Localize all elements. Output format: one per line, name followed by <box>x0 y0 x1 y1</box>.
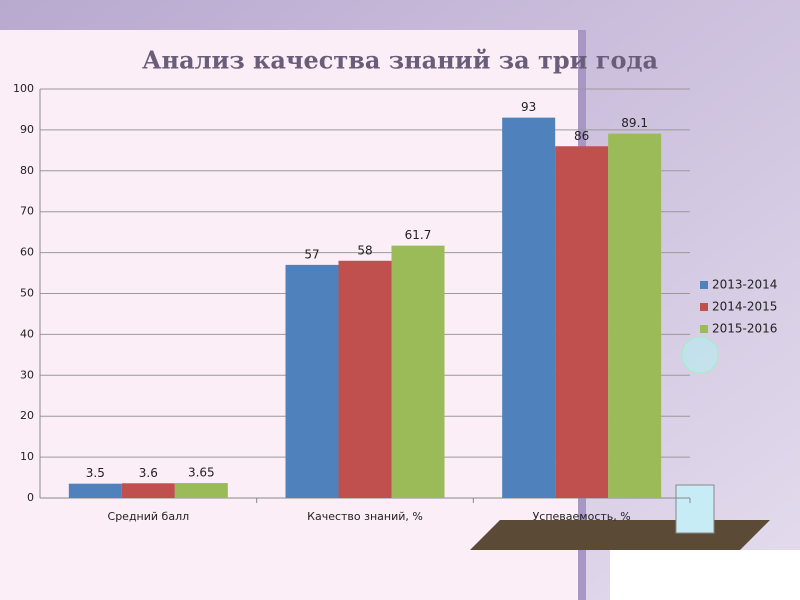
x-tick-label: Успеваемость, % <box>533 510 631 523</box>
value-label: 3.5 <box>86 466 105 480</box>
legend-label: 2014-2015 <box>712 300 777 314</box>
value-label: 58 <box>357 243 372 257</box>
y-tick-label: 60 <box>20 246 34 259</box>
y-tick-label: 20 <box>20 409 34 422</box>
chart: 0 10 20 30 40 50 60 70 80 90 100 Средний балл Качест… <box>13 82 777 523</box>
value-label: 86 <box>574 129 589 143</box>
value-label: 3.6 <box>139 466 158 480</box>
bar <box>391 245 445 498</box>
decor-table <box>470 520 770 550</box>
decor-beaker <box>675 484 715 534</box>
x-tick-label: Качество знаний, % <box>307 510 423 523</box>
y-tick-label: 40 <box>20 327 34 340</box>
value-label: 57 <box>304 247 319 261</box>
bar <box>68 483 122 498</box>
bar <box>502 117 556 498</box>
bar <box>608 133 662 498</box>
bar <box>121 483 175 498</box>
value-label: 93 <box>521 100 536 114</box>
value-label: 61.7 <box>405 228 432 242</box>
y-tick-label: 70 <box>20 205 34 218</box>
chart-title: Анализ качества знаний за три года <box>142 46 658 75</box>
y-tick-label: 100 <box>13 82 34 95</box>
legend-swatch <box>700 325 708 333</box>
decor-bubble <box>681 336 719 374</box>
y-tick-label: 80 <box>20 164 34 177</box>
legend-label: 2013-2014 <box>712 278 777 292</box>
y-tick-label: 90 <box>20 123 34 136</box>
bar <box>174 483 228 498</box>
decor-tubes <box>610 550 800 600</box>
y-tick-label: 10 <box>20 450 34 463</box>
bar <box>285 264 339 498</box>
bar <box>338 260 392 498</box>
x-tick-label: Средний балл <box>108 510 190 523</box>
legend-label: 2015-2016 <box>712 322 777 336</box>
y-tick-label: 30 <box>20 368 34 381</box>
bar <box>555 146 609 498</box>
legend-swatch <box>700 303 708 311</box>
y-tick-label: 0 <box>27 491 34 504</box>
legend-swatch <box>700 281 708 289</box>
value-label: 89.1 <box>621 116 648 130</box>
y-tick-label: 50 <box>20 287 34 300</box>
value-label: 3.65 <box>188 466 215 480</box>
